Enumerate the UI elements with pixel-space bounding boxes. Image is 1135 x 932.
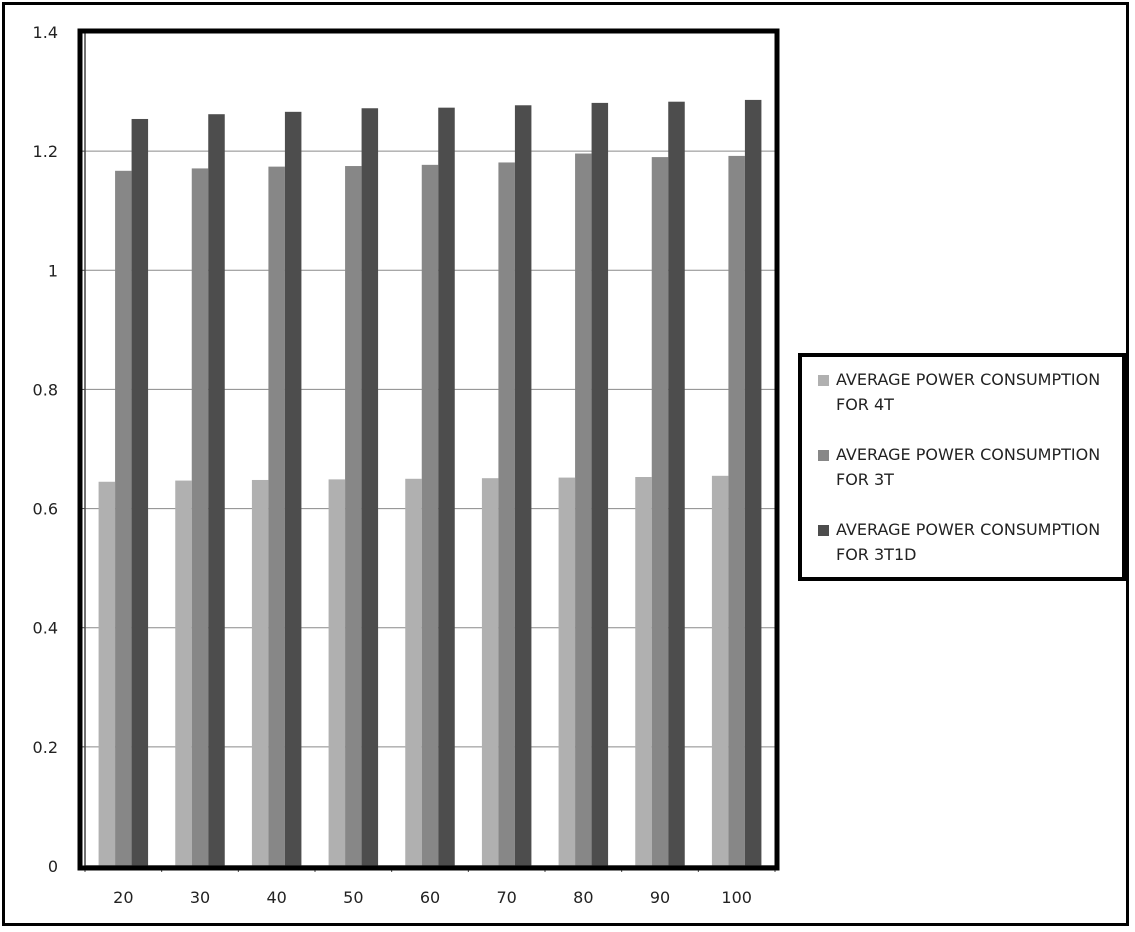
bar-series0-cat3 [328,479,346,866]
legend-item-3t: AVERAGE POWER CONSUMPTION FOR 3T [818,442,1116,492]
bar-series1-cat8 [728,155,745,866]
bar-series1-cat1 [191,168,209,866]
x-tick-label-0: 20 [113,888,133,907]
x-tick-label-1: 30 [190,888,210,907]
x-tick-label-8: 100 [721,888,752,907]
bar-series1-cat2 [268,166,285,867]
x-tick-label-6: 80 [573,888,593,907]
bar-series1-cat5 [498,162,515,866]
bar-series0-cat4 [405,478,422,866]
y-tick-label-2: 0.4 [33,619,58,638]
legend-label-4t: AVERAGE POWER CONSUMPTION FOR 4T [836,370,1101,414]
x-tick-label-2: 40 [266,888,286,907]
bar-series0-cat2 [251,479,269,866]
legend-label-3t: AVERAGE POWER CONSUMPTION FOR 3T [836,445,1101,489]
y-tick-label-6: 1.2 [33,142,58,161]
bar-series1-cat3 [345,166,362,867]
bar-series2-cat2 [284,111,302,867]
bar-series2-cat5 [514,105,532,867]
bar-series2-cat0 [131,118,149,866]
y-tick-label-4: 0.8 [33,380,58,399]
y-tick-label-1: 0.2 [33,738,58,757]
bars [98,99,762,867]
bar-series1-cat4 [421,164,439,866]
x-tick-label-7: 90 [650,888,670,907]
x-tick-label-5: 70 [496,888,516,907]
bar-series0-cat6 [558,477,576,866]
bar-series0-cat7 [635,476,652,866]
x-tick-label-4: 60 [420,888,440,907]
legend-item-3t1d: AVERAGE POWER CONSUMPTION FOR 3T1D [818,517,1116,567]
legend-swatch-3t1d [818,525,829,536]
bar-series2-cat4 [438,107,455,867]
bar-series0-cat0 [98,481,116,866]
bar-series2-cat6 [591,102,609,866]
legend-item-4t: AVERAGE POWER CONSUMPTION FOR 4T [818,367,1116,417]
bar-series1-cat6 [575,153,592,867]
legend-label-3t1d: AVERAGE POWER CONSUMPTION FOR 3T1D [836,520,1101,564]
plot-area-border [77,28,780,871]
tick-labels: 0 0.2 0.4 0.6 0.8 1 1.2 1.4 20 30 40 50 60 70 80 90 100 [33,23,752,907]
y-tick-label-0: 0 [48,857,58,876]
y-tick-label-7: 1.4 [33,23,58,42]
x-tick-label-3: 50 [343,888,363,907]
bar-series2-cat3 [361,108,379,867]
legend-swatch-4t [818,375,829,386]
bar-series2-cat8 [744,99,762,866]
bar-series1-cat7 [651,157,669,867]
y-tick-label-5: 1 [48,261,58,280]
bar-series2-cat1 [208,114,225,867]
bar-series0-cat5 [481,478,499,866]
bar-series1-cat0 [115,170,132,867]
bar-series2-cat7 [668,101,685,867]
legend-swatch-3t [818,450,829,461]
bar-series0-cat8 [711,475,729,866]
legend: AVERAGE POWER CONSUMPTION FOR 4T AVERAGE… [798,353,1126,581]
bar-series0-cat1 [175,480,192,866]
y-tick-label-3: 0.6 [33,500,58,519]
